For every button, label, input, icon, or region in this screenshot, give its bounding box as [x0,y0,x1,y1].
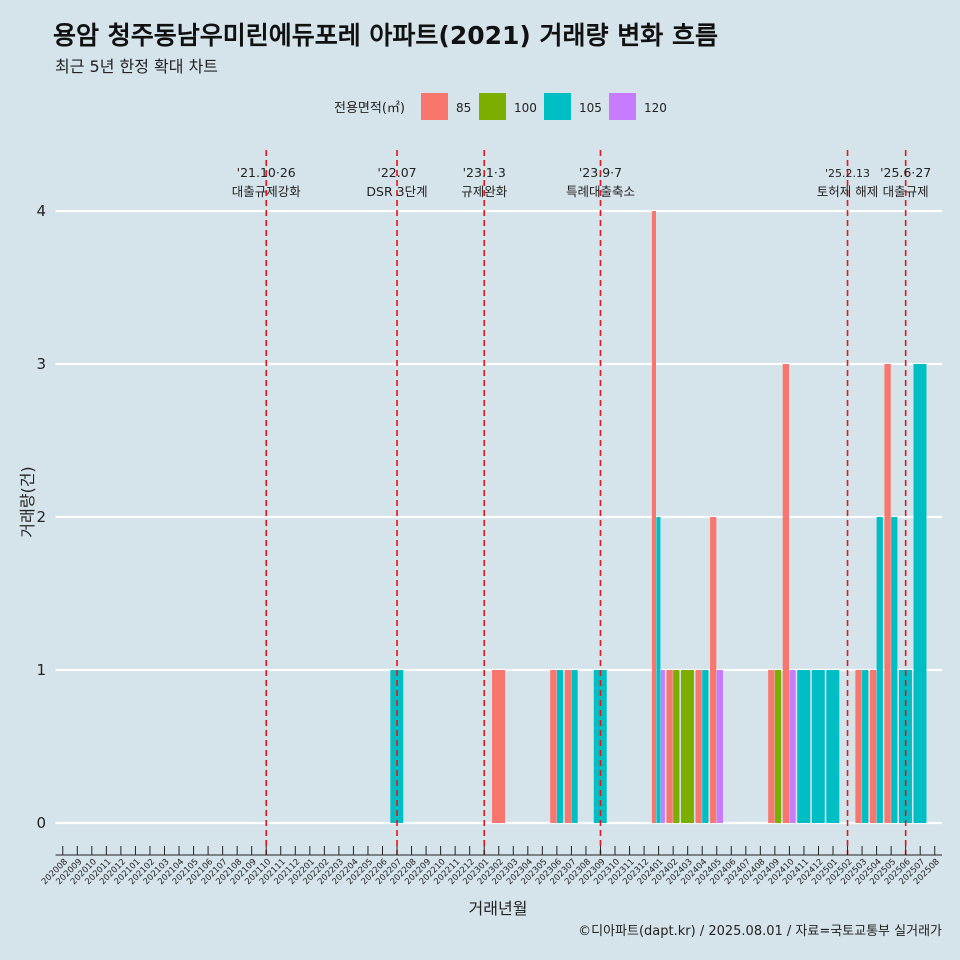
bar-202505-85 [884,364,891,823]
bar-202503-85 [855,670,862,823]
legend-title: 전용면적(㎡) [334,101,405,116]
bar-202411-105 [797,670,811,823]
source-caption: ©디아파트(dapt.kr) / 2025.08.01 / 자료=국토교통부 실… [578,924,942,939]
y-axis-label: 거래량(건) [18,466,37,537]
y-tick-label: 1 [36,661,46,679]
bar-202404-85 [695,670,702,823]
bar-202501-105 [826,670,840,823]
y-tick-label: 3 [36,355,46,373]
event-markers: '21.10·26 대출규제강화 '22.07 DSR 3단계 '23.1·3 규제완화 '… [232,150,931,855]
legend-label: 85 [456,101,471,115]
y-tick-label: 4 [36,202,46,220]
y-tick-label: 2 [36,508,46,526]
event-desc-label: 대출규제강화 [232,184,302,199]
legend-key-120 [609,93,636,120]
bar-202405-120 [716,670,724,823]
bar-202404-105 [702,670,709,823]
event-date-label: '25.2.13 [825,167,870,180]
legend-key-85 [421,93,448,120]
event-date-label: '25.6·27 [880,165,931,180]
bars [390,211,927,823]
event-date-label: '21.10·26 [237,165,296,180]
bar-202403-100 [680,670,694,823]
legend: 전용면적(㎡) 85 100 105 120 [334,93,667,120]
bar-202507-105 [913,364,927,823]
bar-202306-105 [556,670,564,823]
event-desc-label: 규제완화 [461,184,508,199]
bar-202309-105 [593,670,607,823]
bar-202402-85 [666,670,673,823]
event-desc-label: 특례대출축소 [566,184,635,199]
event-desc-label: 토허제 해제 [817,184,878,199]
bar-202307-105 [571,670,578,823]
bar-202307-85 [564,670,572,823]
bar-202302-85 [492,670,506,823]
bar-202410-120 [789,670,796,823]
bar-202410-85 [782,364,790,823]
bar-202504-85 [869,670,877,823]
bar-202503-105 [862,670,869,823]
x-axis-label: 거래년월 [469,899,528,918]
legend-key-100 [479,93,506,120]
event-date-label: '23.9·7 [579,165,622,180]
event-date-label: '22.07 [377,165,416,180]
bar-202401-85 [651,211,656,823]
bar-202412-105 [811,670,825,823]
legend-label: 120 [644,101,667,115]
event-desc-label: DSR 3단계 [366,184,427,199]
y-tick-label: 0 [36,814,46,832]
bar-202506-105 [898,670,912,823]
bar-202505-105 [891,517,898,823]
event-desc-label: 대출규제 [883,184,929,199]
bar-202402-100 [673,670,680,823]
event-date-label: '23.1·3 [463,165,506,180]
bar-202401-120 [660,670,665,823]
legend-label: 105 [579,101,602,115]
bar-202207-105 [390,670,404,823]
legend-label: 100 [514,101,537,115]
chart-title: 용암 청주동남우미린에듀포레 아파트(2021) 거래량 변화 흐름 [53,21,718,50]
bar-202405-85 [710,517,717,823]
bar-202401-105 [656,517,661,823]
bar-202409-85 [768,670,775,823]
bar-202409-100 [774,670,782,823]
bar-202306-85 [550,670,557,823]
legend-key-105 [544,93,571,120]
bar-202504-105 [876,517,883,823]
chart-subtitle: 최근 5년 한정 확대 차트 [55,57,219,76]
